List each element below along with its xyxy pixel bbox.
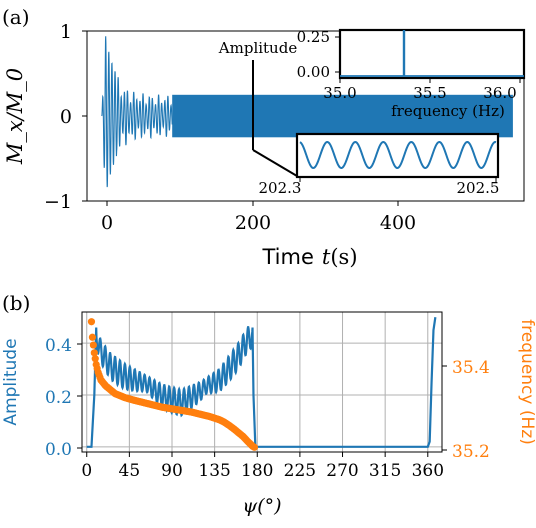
xtick-a-200: 200: [235, 212, 271, 234]
inset-ylabel: Amplitude: [218, 39, 298, 57]
xtick-b-270: 270: [326, 461, 358, 481]
inset-xtick-35-0: 35.0: [323, 84, 356, 102]
xtick-b-135: 135: [198, 461, 230, 481]
zoom-xtick-end: 202.5: [457, 179, 500, 197]
inset-xlabel: frequency (Hz): [391, 102, 505, 120]
xtick-b-0: 0: [81, 461, 92, 481]
inset-zoom: 202.3 202.5: [252, 60, 500, 197]
panel-b: (b) 0.4 0.2 0.0 Amplitude 35.4 35.2 freq…: [1, 291, 536, 517]
inset-xtick-36-0: 36.0: [483, 84, 516, 102]
xtick-b-90: 90: [161, 461, 183, 481]
y-axis-left-b: 0.4 0.2 0.0 Amplitude: [1, 336, 82, 460]
zoom-xtick-start: 202.3: [259, 179, 302, 197]
inset-ytick-025: 0.25: [297, 28, 330, 46]
amplitude-line: [86, 317, 437, 448]
ytick-b-00: 0.0: [45, 440, 72, 460]
xtick-b-180: 180: [241, 461, 273, 481]
xtick-b-315: 315: [369, 461, 401, 481]
plot-frame-b: [81, 311, 443, 453]
inset-ytick-000: 0.00: [297, 63, 330, 81]
ytick-a-1: 1: [60, 21, 72, 43]
xtick-a-400: 400: [380, 212, 416, 234]
frequency-point-4: [91, 355, 99, 363]
ytick-a-neg1: −1: [44, 191, 72, 213]
xtick-b-225: 225: [284, 461, 316, 481]
ylabel-left-b: Amplitude: [1, 338, 21, 425]
x-axis-a: 0 200 400 Time t(s): [101, 201, 416, 269]
y-axis-a: 1 0 −1 M_x/M_0: [3, 21, 87, 213]
xtick-b-360: 360: [412, 461, 444, 481]
panel-a: (a) 1 0 −1 M_x/M_0 0 200 400: [2, 5, 526, 269]
frequency-point-3: [90, 349, 98, 357]
ytick-b-35-2: 35.2: [452, 442, 490, 462]
inset-xtick-35-5: 35.5: [413, 84, 446, 102]
y-axis-right-b: 35.4 35.2 frequency (Hz): [442, 319, 536, 462]
xtick-b-45: 45: [119, 461, 141, 481]
signal-line: [101, 36, 173, 188]
xlabel-b: ψ(°): [242, 495, 281, 517]
xlabel-a: Time t(s): [261, 245, 357, 269]
x-axis-b: 0 45 90 135 180 225 270 315 360: [81, 452, 444, 481]
frequency-point-2: [89, 341, 97, 349]
frequency-point-0: [87, 318, 96, 326]
ylabel-right-b: frequency (Hz): [517, 319, 536, 445]
frequency-point-1: [88, 333, 97, 341]
inset-spectrum: 0.25 0.00 Amplitude 35.0 35.5 36.0 frequ…: [218, 28, 526, 120]
frequency-points: [87, 318, 259, 451]
ytick-b-04: 0.4: [45, 336, 72, 356]
panel-b-label: (b): [2, 291, 30, 315]
steady-state-band: [172, 94, 513, 138]
xtick-a-0: 0: [101, 212, 113, 234]
frequency-point-172: [250, 443, 259, 451]
ytick-a-0: 0: [60, 106, 72, 128]
ytick-b-35-4: 35.4: [452, 358, 490, 378]
ytick-b-02: 0.2: [45, 388, 72, 408]
ylabel-a: M_x/M_0: [3, 68, 27, 165]
panel-a-label: (a): [2, 5, 30, 29]
zoom-wave: [299, 140, 497, 170]
